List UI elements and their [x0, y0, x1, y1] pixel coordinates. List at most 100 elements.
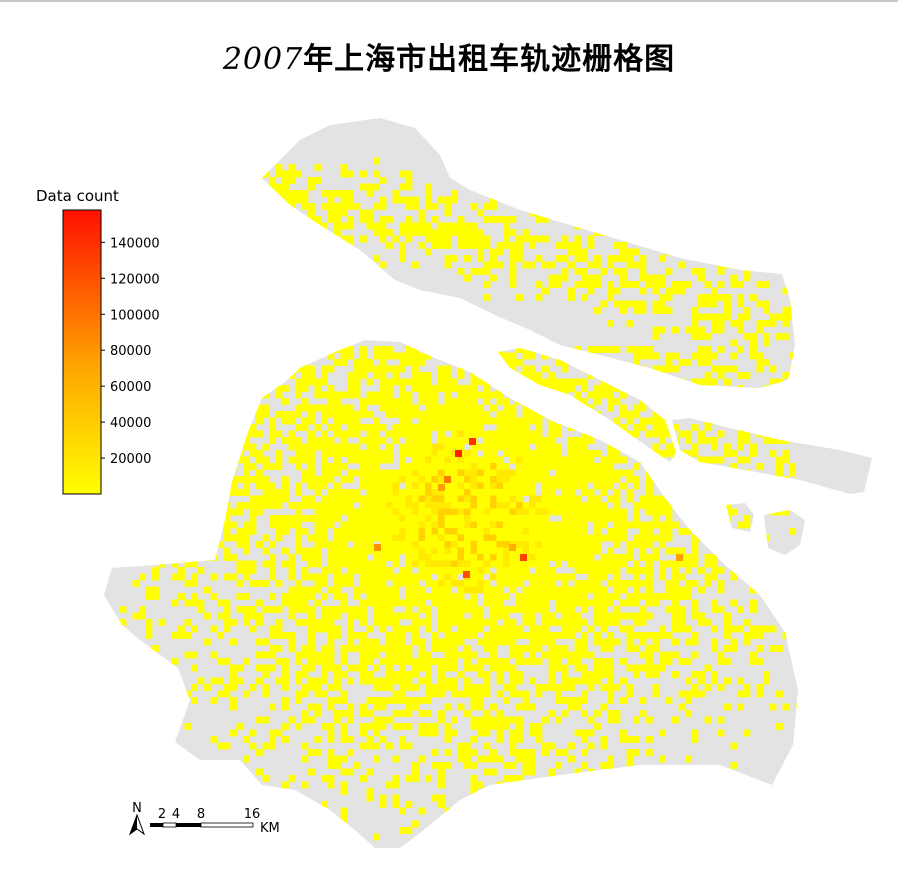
grid-cell	[295, 515, 302, 522]
grid-cell	[743, 690, 751, 698]
grid-cell	[587, 495, 595, 503]
grid-cell	[756, 326, 764, 334]
grid-cell	[763, 333, 770, 340]
grid-cell	[275, 391, 283, 399]
grid-cell	[249, 164, 257, 171]
grid-cell	[451, 222, 458, 230]
grid-cell	[457, 222, 465, 230]
grid-cell	[119, 508, 127, 516]
grid-cell	[444, 229, 452, 236]
grid-cell	[288, 632, 296, 639]
grid-cell	[724, 450, 731, 457]
grid-cell	[691, 502, 699, 509]
grid-cell	[386, 398, 393, 405]
grid-cell	[236, 450, 244, 457]
grid-cell	[360, 547, 367, 555]
grid-cell	[548, 684, 556, 691]
grid-cell	[171, 411, 179, 418]
grid-cell	[490, 274, 497, 282]
grid-cell	[652, 775, 660, 782]
grid-cell	[191, 359, 198, 366]
grid-cell	[561, 684, 569, 691]
grid-cell	[691, 729, 699, 737]
grid-cell	[347, 554, 354, 561]
grid-cell	[542, 625, 549, 633]
grid-cell	[412, 495, 419, 503]
grid-cell	[249, 443, 257, 451]
grid-cell	[620, 586, 627, 594]
grid-cell	[464, 450, 471, 457]
grid-cell	[776, 385, 783, 392]
hotspot-cell	[374, 544, 381, 551]
grid-cell	[204, 404, 211, 412]
grid-cell	[776, 593, 783, 600]
grid-cell	[646, 508, 653, 516]
grid-cell	[451, 437, 458, 444]
grid-cell	[672, 580, 679, 587]
grid-cell	[184, 489, 192, 496]
grid-cell	[620, 482, 627, 490]
grid-cell	[503, 242, 510, 249]
grid-cell	[204, 612, 211, 620]
grid-cell	[405, 235, 413, 243]
grid-cell	[262, 742, 270, 750]
grid-cell	[236, 190, 244, 197]
grid-cell	[711, 378, 718, 386]
grid-cell	[496, 482, 504, 490]
grid-cell	[392, 645, 400, 652]
grid-cell	[275, 359, 283, 366]
grid-cell	[600, 586, 608, 594]
grid-cell	[334, 450, 341, 457]
grid-cell	[249, 521, 257, 529]
grid-cell	[626, 664, 634, 672]
grid-cell	[269, 736, 276, 743]
grid-cell	[587, 404, 595, 412]
grid-cell	[295, 365, 302, 373]
grid-cell	[171, 430, 179, 438]
grid-cell	[522, 547, 530, 555]
grid-cell	[431, 417, 439, 425]
grid-cell	[568, 424, 575, 431]
grid-cell	[340, 196, 348, 204]
grid-cell	[633, 664, 640, 672]
grid-cell	[529, 521, 536, 529]
grid-cell	[477, 268, 484, 275]
grid-cell	[327, 554, 335, 561]
grid-cell	[360, 404, 367, 412]
grid-cell	[399, 827, 406, 834]
grid-cell	[444, 203, 452, 210]
grid-cell	[704, 313, 712, 321]
grid-cell	[210, 157, 218, 165]
grid-cell	[412, 768, 419, 776]
grid-cell	[438, 554, 445, 561]
grid-cell	[522, 801, 530, 808]
grid-cell	[516, 632, 523, 639]
grid-cell	[301, 346, 309, 353]
grid-cell	[652, 476, 660, 483]
grid-cell	[119, 638, 127, 646]
grid-cell	[360, 372, 367, 379]
grid-cell	[438, 658, 445, 665]
grid-cell	[321, 567, 328, 574]
grid-cell	[275, 183, 283, 191]
grid-cell	[639, 417, 647, 425]
grid-cell	[275, 658, 283, 665]
grid-cell	[223, 424, 231, 431]
grid-cell	[366, 658, 374, 665]
grid-cell	[366, 365, 374, 373]
grid-cell	[672, 404, 679, 412]
grid-cell	[789, 625, 796, 633]
grid-cell	[613, 443, 621, 451]
grid-cell	[646, 495, 653, 503]
grid-cell	[496, 625, 504, 633]
grid-cell	[607, 599, 614, 607]
grid-cell	[262, 443, 270, 451]
grid-cell	[256, 599, 263, 607]
grid-cell	[685, 411, 692, 418]
grid-cell	[451, 684, 458, 691]
grid-cell	[210, 736, 218, 743]
grid-cell	[470, 476, 478, 483]
grid-cell	[366, 580, 374, 587]
grid-cell	[295, 424, 302, 431]
grid-cell	[678, 690, 686, 698]
